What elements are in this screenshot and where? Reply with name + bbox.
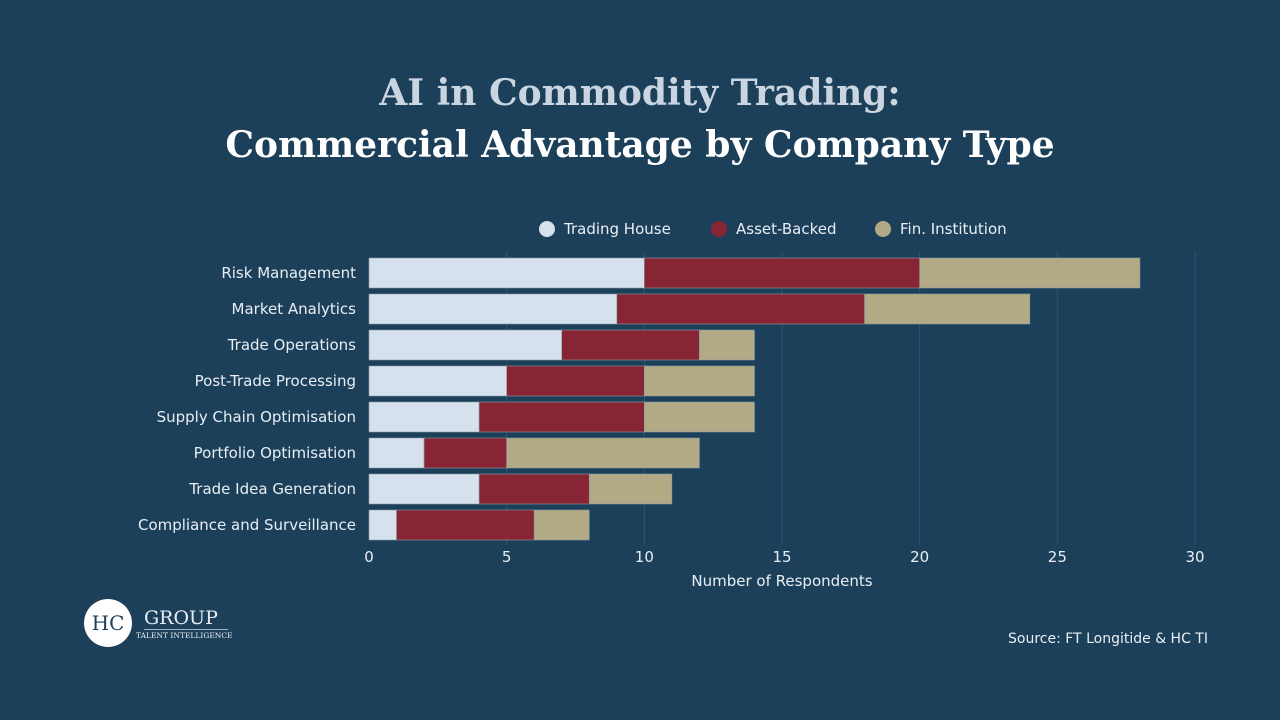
- category-label: Risk Management: [221, 264, 356, 282]
- bar-segment-fin-institution: [864, 293, 1031, 325]
- category-label: Market Analytics: [232, 300, 357, 318]
- logo-name: GROUP: [144, 607, 228, 630]
- bar-segment-fin-institution: [919, 257, 1141, 289]
- chart-subtitle: Commercial Advantage by Company Type: [225, 124, 1055, 166]
- legend-label: Fin. Institution: [900, 220, 1007, 238]
- bar-segment-asset-backed: [423, 437, 507, 469]
- category-label: Compliance and Surveillance: [138, 516, 356, 534]
- x-tick-label: 10: [635, 548, 654, 566]
- bar-segment-asset-backed: [396, 509, 535, 541]
- bar-segment-asset-backed: [616, 293, 865, 325]
- chart-title: AI in Commodity Trading:: [379, 72, 901, 114]
- bar-segment-trading-house: [368, 329, 563, 361]
- source-note: Source: FT Longitide & HC TI: [1008, 631, 1208, 647]
- legend-label: Trading House: [563, 220, 671, 238]
- x-tick-label: 30: [1185, 548, 1204, 566]
- bar-segment-trading-house: [368, 509, 397, 541]
- x-tick-label: 15: [772, 548, 791, 566]
- bar-segment-fin-institution: [644, 401, 755, 433]
- category-label: Portfolio Optimisation: [194, 444, 356, 462]
- bar-segment-trading-house: [368, 293, 618, 325]
- bar-segment-fin-institution: [506, 437, 700, 469]
- bar-segment-asset-backed: [644, 257, 920, 289]
- category-label: Trade Operations: [227, 336, 356, 354]
- bar-segment-fin-institution: [644, 365, 755, 397]
- bar-segment-fin-institution: [699, 329, 755, 361]
- bar-segment-asset-backed: [478, 401, 645, 433]
- bar-segment-fin-institution: [588, 473, 673, 505]
- x-tick-label: 25: [1048, 548, 1067, 566]
- bar-segment-trading-house: [368, 257, 645, 289]
- bar-segment-asset-backed: [506, 365, 645, 397]
- category-label: Post-Trade Processing: [195, 372, 356, 390]
- bar-segment-trading-house: [368, 437, 425, 469]
- bar-segment-asset-backed: [478, 473, 590, 505]
- bar-segment-fin-institution: [533, 509, 590, 541]
- category-label: Trade Idea Generation: [188, 480, 356, 498]
- x-tick-label: 5: [502, 548, 512, 566]
- bar-segment-asset-backed: [561, 329, 700, 361]
- legend-label: Asset-Backed: [736, 220, 837, 238]
- bar-segment-trading-house: [368, 401, 480, 433]
- x-tick-label: 0: [364, 548, 374, 566]
- x-tick-label: 20: [910, 548, 929, 566]
- logo-tagline: TALENT INTELLIGENCE: [136, 631, 233, 640]
- hc-group-logo: HC GROUP TALENT INTELLIGENCE: [84, 599, 244, 649]
- legend-marker: [539, 221, 555, 237]
- logo-mark: HC: [84, 599, 132, 647]
- legend-marker: [711, 221, 727, 237]
- legend-marker: [875, 221, 891, 237]
- category-label: Supply Chain Optimisation: [157, 408, 356, 426]
- x-axis-label: Number of Respondents: [691, 572, 872, 590]
- bar-segment-trading-house: [368, 473, 480, 505]
- bar-segment-trading-house: [368, 365, 507, 397]
